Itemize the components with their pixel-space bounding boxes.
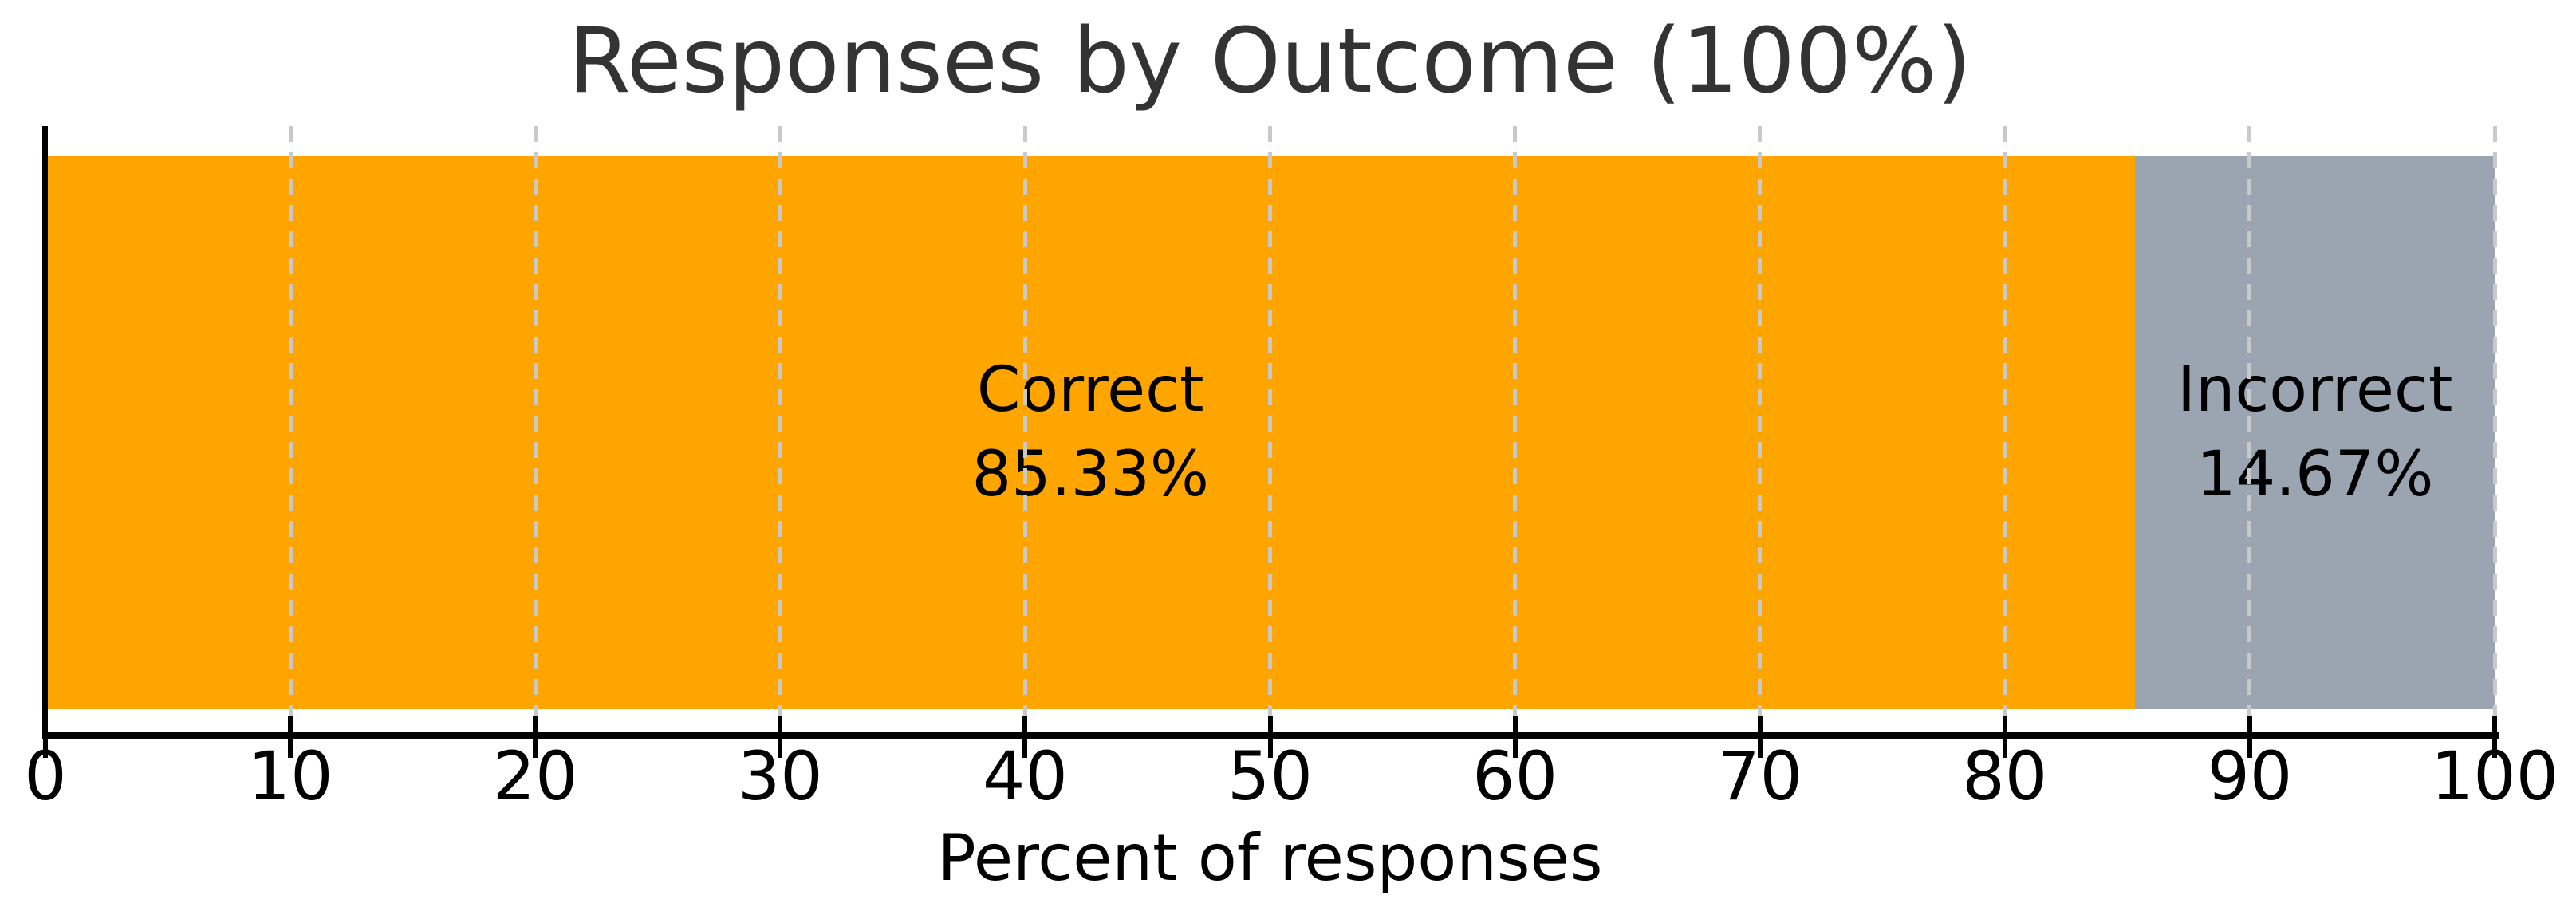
gridline-x-70 — [1758, 126, 1763, 738]
segment-percent-label: 14.67% — [2196, 438, 2434, 511]
gridline-x-80 — [2003, 126, 2007, 738]
x-axis-label: Percent of responses — [937, 821, 1603, 895]
chart-title: Responses by Outcome (100%) — [568, 10, 1972, 113]
x-axis-spine — [42, 732, 2499, 739]
y-axis-spine — [42, 126, 48, 738]
gridline-x-10 — [288, 126, 293, 738]
bar-segment-incorrect: Incorrect 14.67% — [2135, 156, 2495, 709]
bar-segment-correct: Correct 85.33% — [45, 156, 2136, 709]
segment-name-label: Incorrect — [2176, 354, 2453, 427]
plot-area: Correct 85.33% Incorrect 14.67% — [45, 126, 2497, 738]
gridline-x-30 — [778, 126, 782, 738]
stacked-bar: Correct 85.33% Incorrect 14.67% — [45, 156, 2495, 709]
segment-name-label: Correct — [976, 354, 1204, 427]
gridline-x-60 — [1513, 126, 1518, 738]
gridline-x-50 — [1268, 126, 1272, 738]
gridline-x-90 — [2247, 126, 2252, 738]
gridline-x-40 — [1022, 126, 1027, 738]
segment-percent-label: 85.33% — [971, 438, 1209, 511]
gridline-x-100 — [2492, 126, 2497, 738]
gridline-x-20 — [533, 126, 538, 738]
